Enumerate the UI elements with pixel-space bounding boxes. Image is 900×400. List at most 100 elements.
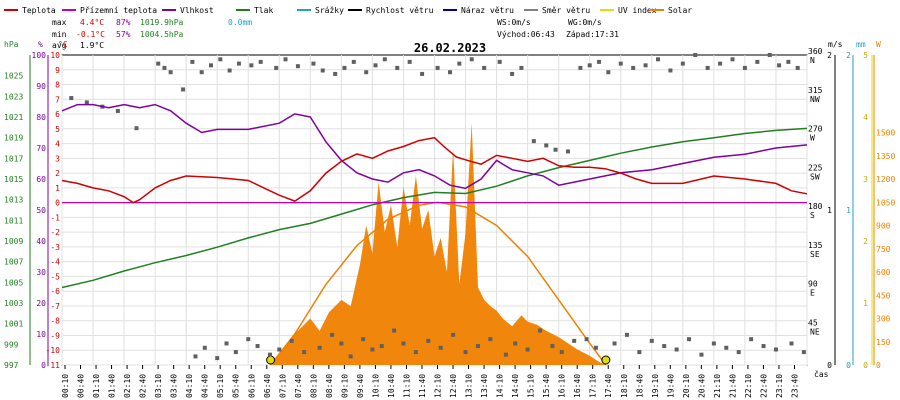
wind-direction-point xyxy=(168,70,173,75)
wind-direction-point xyxy=(730,57,735,62)
series-line-teplota xyxy=(61,136,808,204)
wind-direction-point xyxy=(84,100,89,105)
axis-xtick-label: 22:40 xyxy=(759,374,768,398)
axis-unit-temp: °C xyxy=(58,40,68,49)
axis-tick-press: 999 xyxy=(4,340,19,349)
axis-xtick-label: 08:40 xyxy=(325,374,334,398)
axis-tick-solar: 1350 xyxy=(876,152,895,161)
axis-tick-dir-label: E xyxy=(810,289,815,298)
axis-tick-solar: 300 xyxy=(876,315,891,324)
axis-unit-rain: mm xyxy=(856,40,866,49)
legend-label-3: Tlak xyxy=(254,6,273,15)
wind-direction-point xyxy=(249,63,254,68)
wind-direction-point xyxy=(777,63,782,68)
axis-tick-temp: -7 xyxy=(50,302,60,311)
axis-tick-hum: 30 xyxy=(36,268,46,277)
wind-direction-point xyxy=(283,57,288,62)
legend: Teplota Přízemní teplota Vlhkost Tlak Srážky… xyxy=(4,6,692,15)
stat-max-temp: 4.4°C xyxy=(80,18,104,27)
wind-direction-point xyxy=(513,341,518,346)
axis-xtick-label: 07:10 xyxy=(278,374,287,398)
axis-tick-wind: 1 xyxy=(827,206,832,215)
wind-direction-point xyxy=(550,344,555,349)
wind-direction-point xyxy=(274,65,279,70)
axis-tick-press: 997 xyxy=(4,361,19,370)
axis-tick-uv: 4 xyxy=(863,113,868,122)
axis-xtick-label: 11:10 xyxy=(402,374,411,398)
stat-sunset: Západ:17:31 xyxy=(566,30,619,39)
axis-tick-press: 1009 xyxy=(4,237,23,246)
wind-direction-point xyxy=(711,341,716,346)
axis-tick-uv: 0 xyxy=(863,361,868,370)
axis-tick-solar: 1050 xyxy=(876,198,895,207)
axis-xtick-label: 10:40 xyxy=(387,374,396,398)
wind-direction-point xyxy=(277,347,282,352)
axis-tick-temp: -1 xyxy=(50,213,60,222)
axis-tick-dir-label: N xyxy=(810,56,815,65)
axis-unit-time: čas xyxy=(814,369,829,379)
legend-label-6: Náraz větru xyxy=(461,6,514,15)
axis-tick-press: 1007 xyxy=(4,258,23,267)
axis-xtick-label: 17:10 xyxy=(589,374,598,398)
axis-xtick-label: 16:10 xyxy=(558,374,567,398)
axis-tick-dir-label: NW xyxy=(810,95,820,104)
wind-direction-point xyxy=(718,61,723,66)
axis-tick-uv: 3 xyxy=(863,175,868,184)
wind-direction-point xyxy=(181,87,186,92)
axis-tick-press: 1001 xyxy=(4,320,23,329)
wind-direction-point xyxy=(339,341,344,346)
wind-direction-point xyxy=(395,65,400,70)
lines-layer xyxy=(61,103,808,289)
axis-unit-hum: % xyxy=(38,40,43,49)
axis-tick-dir: 135 xyxy=(808,241,823,250)
axis-tick-temp: 8 xyxy=(55,81,60,90)
axis-tick-dir: 315 xyxy=(808,86,823,95)
axis-tick-press: 1005 xyxy=(4,278,23,287)
axis-tick-dir-label: SW xyxy=(810,172,820,181)
wind-direction-point xyxy=(565,149,570,154)
wind-direction-point xyxy=(302,350,307,355)
wind-direction-point xyxy=(451,332,456,337)
wind-direction-point xyxy=(115,108,120,113)
axis-xtick-label: 02:10 xyxy=(123,374,132,398)
axis-tick-dir: 90 xyxy=(808,280,818,289)
wind-direction-point xyxy=(510,71,515,76)
wind-direction-point xyxy=(705,65,710,70)
axis-xtick-label: 03:40 xyxy=(170,374,179,398)
axis-tick-solar: 0 xyxy=(876,361,881,370)
wind-direction-point xyxy=(789,341,794,346)
axis-xtick-label: 13:40 xyxy=(480,374,489,398)
legend-label-9: Solar xyxy=(668,6,692,15)
wind-direction-point xyxy=(215,356,220,361)
wind-direction-point xyxy=(786,59,791,64)
axis-tick-solar: 1200 xyxy=(876,175,895,184)
wind-direction-point xyxy=(379,344,384,349)
wind-direction-point xyxy=(559,350,564,355)
axis-tick-solar: 150 xyxy=(876,338,891,347)
wind-direction-point xyxy=(320,68,325,73)
axis-tick-solar: 600 xyxy=(876,268,891,277)
wind-direction-point xyxy=(134,126,139,131)
wind-direction-point xyxy=(503,352,508,357)
wind-direction-point xyxy=(612,341,617,346)
axis-tick-press: 1003 xyxy=(4,299,23,308)
axis-tick-press: 1019 xyxy=(4,134,23,143)
stat-min-temp: -0.1°C xyxy=(76,30,105,39)
axis-tick-temp: 5 xyxy=(55,125,60,134)
stat-wg: WG:0m/s xyxy=(568,18,602,27)
axis-tick-dir: 270 xyxy=(808,125,823,134)
axis-tick-press: 1021 xyxy=(4,113,23,122)
axis-tick-solar: 900 xyxy=(876,222,891,231)
axis-tick-hum: 80 xyxy=(36,113,46,122)
axis-xtick-label: 00:10 xyxy=(61,374,70,398)
wind-direction-point xyxy=(351,59,356,64)
wind-direction-point xyxy=(190,59,195,64)
axis-xtick-label: 05:40 xyxy=(232,374,241,398)
axis-tick-temp: -11 xyxy=(46,361,61,370)
axis-tick-press: 1013 xyxy=(4,196,23,205)
axis-tick-dir: 360 xyxy=(808,47,823,56)
axis-xtick-label: 09:10 xyxy=(340,374,349,398)
axis-xtick-label: 13:10 xyxy=(465,374,474,398)
axis-tick-solar: 450 xyxy=(876,291,891,300)
axis-tick-temp: 6 xyxy=(55,110,60,119)
